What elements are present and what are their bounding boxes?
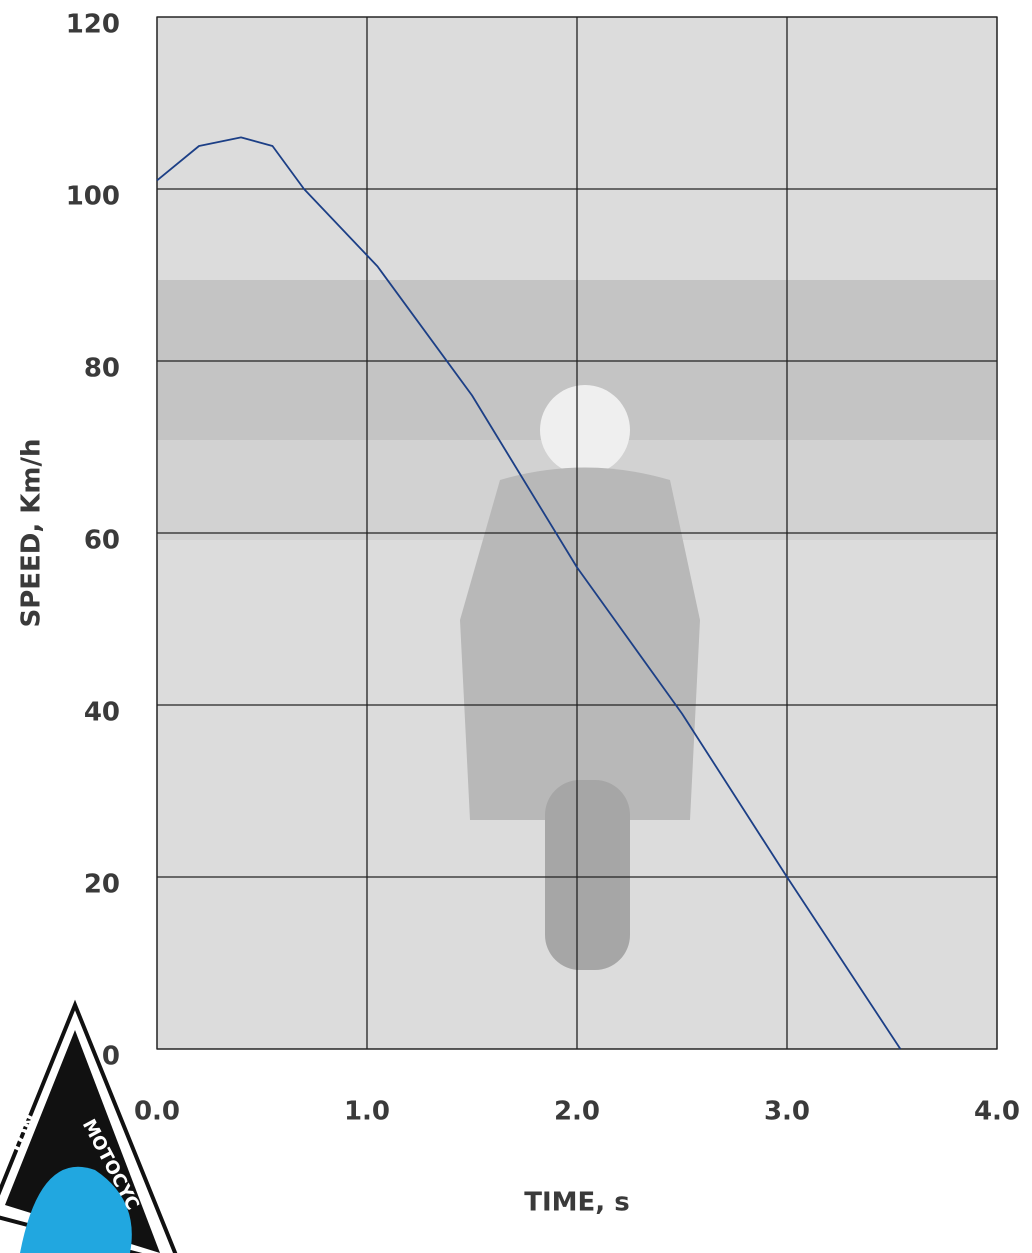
y-tick-label: 100 bbox=[66, 182, 120, 212]
logo: TON MOTOCYC bbox=[0, 1005, 180, 1253]
x-tick-label: 2.0 bbox=[554, 1097, 600, 1127]
y-tick-label: 120 bbox=[66, 10, 120, 40]
y-tick-label: 20 bbox=[84, 870, 120, 900]
x-tick-label: 0.0 bbox=[134, 1097, 180, 1127]
y-axis-title: SPEED, Km/h bbox=[17, 438, 47, 627]
y-tick-label: 60 bbox=[84, 526, 120, 556]
y-tick-label: 40 bbox=[84, 698, 120, 728]
photo-wheel bbox=[545, 780, 630, 970]
x-tick-label: 3.0 bbox=[764, 1097, 810, 1127]
y-tick-label: 0 bbox=[102, 1042, 120, 1072]
photo-rider bbox=[460, 468, 700, 821]
x-axis-title: TIME, s bbox=[524, 1188, 629, 1218]
x-tick-label: 4.0 bbox=[974, 1097, 1020, 1127]
photo-helmet bbox=[540, 385, 630, 475]
y-tick-label: 80 bbox=[84, 354, 120, 384]
x-tick-label: 1.0 bbox=[344, 1097, 390, 1127]
chart: SPEED, Km/h TIME, s TON MOTOCYC 0 20 40 60 8… bbox=[0, 0, 1032, 1253]
